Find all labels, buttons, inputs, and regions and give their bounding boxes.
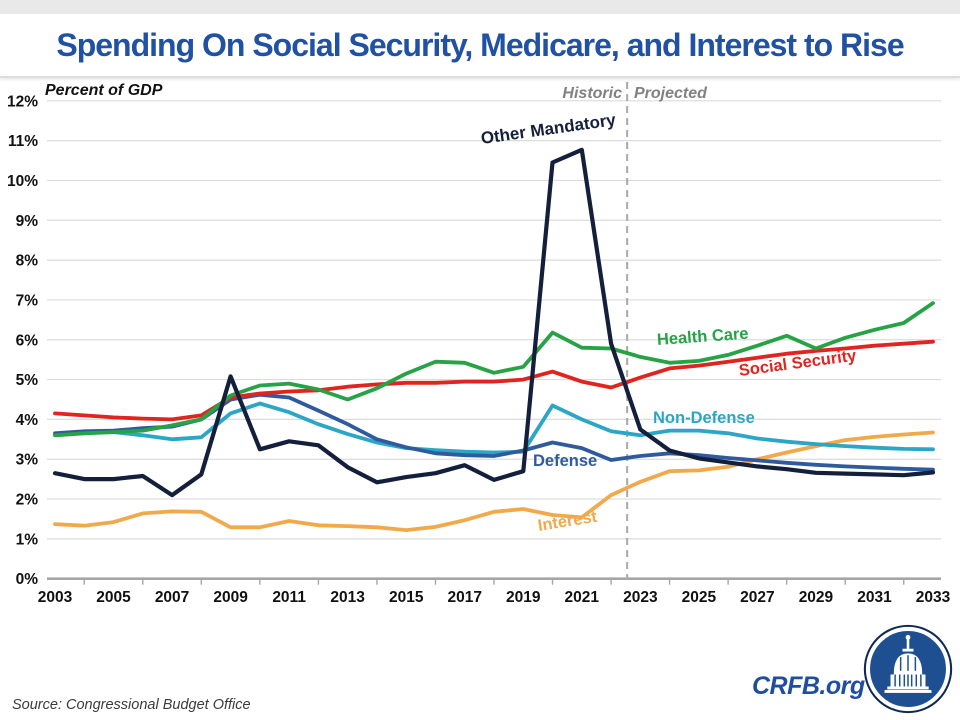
x-axis-label: 2021	[565, 589, 600, 606]
page-title: Spending On Social Security, Medicare, a…	[56, 26, 904, 63]
y-axis-label: 11%	[8, 133, 38, 150]
y-axis-label: 7%	[16, 292, 39, 309]
y-axis-label: 8%	[16, 253, 39, 270]
y-axis-label: 6%	[16, 332, 39, 349]
x-axis-label: 2027	[740, 589, 774, 606]
x-axis-label: 2007	[155, 589, 189, 606]
y-axis-label: 9%	[16, 213, 39, 230]
y-axis-label: 10%	[7, 173, 38, 190]
x-axis-label: 2015	[389, 589, 424, 606]
y-axis-label: 3%	[16, 452, 39, 469]
x-axis-label: 2003	[38, 589, 73, 606]
x-axis-label: 2025	[682, 589, 717, 606]
line-defense	[53, 392, 935, 472]
x-axis-label: 2017	[447, 589, 481, 606]
series-label-non-defense: Non-Defense	[653, 409, 755, 427]
series-label-defense: Defense	[533, 452, 598, 470]
top-strip	[0, 0, 960, 14]
y-axis-label: 1%	[16, 531, 39, 548]
brand-text: CRFB.org	[752, 672, 865, 700]
y-axis-label: 4%	[16, 412, 39, 429]
x-axis-label: 2031	[857, 589, 892, 606]
line-interest	[53, 430, 935, 532]
y-axis-label: 5%	[16, 372, 39, 389]
y-axis-title: Percent of GDP	[45, 82, 163, 99]
y-axis-label: 12%	[7, 93, 38, 110]
y-axis-label: 2%	[16, 492, 39, 509]
y-axis-label: 0%	[16, 571, 39, 588]
projected-label: Projected	[634, 85, 707, 102]
x-axis-label: 2033	[916, 589, 951, 606]
source-note: Source: Congressional Budget Office	[12, 697, 251, 713]
crfb-capitol-logo-icon	[863, 624, 953, 714]
historic-label: Historic	[562, 85, 622, 102]
x-axis-label: 2005	[96, 589, 131, 606]
line-social-security	[53, 339, 935, 422]
x-axis-label: 2023	[623, 589, 658, 606]
x-axis-label: 2019	[506, 589, 541, 606]
line-non-defense	[53, 401, 935, 455]
x-axis-label: 2011	[272, 589, 306, 606]
title-band: Spending On Social Security, Medicare, a…	[0, 14, 960, 78]
x-axis-label: 2013	[330, 589, 365, 606]
x-axis-label: 2009	[213, 589, 248, 606]
line-other-mandatory	[52, 147, 936, 498]
line-health-care	[53, 301, 935, 438]
x-axis-label: 2029	[799, 589, 834, 606]
